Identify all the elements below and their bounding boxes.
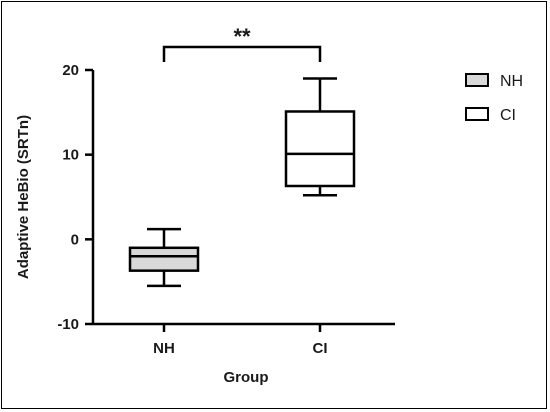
y-tick-label: 10 <box>62 147 79 164</box>
y-tick-label: -10 <box>57 316 79 333</box>
legend-item-nh: NH <box>465 73 523 90</box>
x-tick-label: NH <box>153 340 175 357</box>
iqr-box <box>284 110 356 188</box>
iqr-box <box>128 246 200 272</box>
legend-swatch <box>465 107 489 121</box>
y-axis-label: Adaptive HeBio (SRTn) <box>15 115 32 279</box>
legend-item-ci: CI <box>465 107 516 124</box>
significance-bracket <box>162 45 322 62</box>
legend-label: CI <box>500 107 516 124</box>
significance-label: ** <box>233 24 251 49</box>
y-tick-label: 0 <box>71 231 79 248</box>
box-ci <box>284 77 356 197</box>
x-tick-label: CI <box>313 340 328 357</box>
box-nh <box>128 227 200 288</box>
x-axis-label: Group <box>224 369 269 386</box>
legend-label: NH <box>500 73 523 90</box>
y-tick-label: 20 <box>62 62 79 79</box>
legend-swatch <box>465 73 489 87</box>
